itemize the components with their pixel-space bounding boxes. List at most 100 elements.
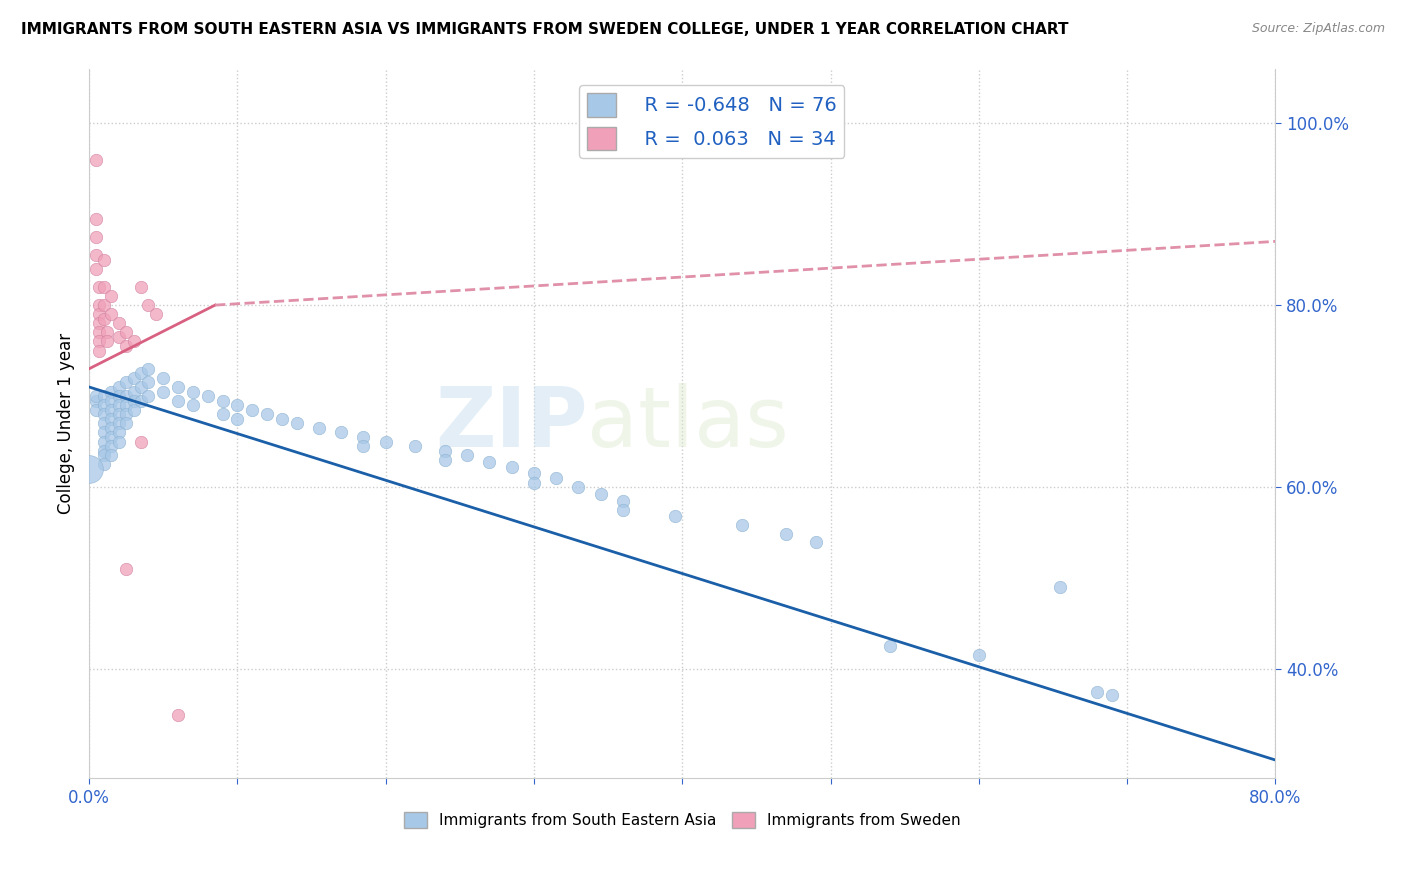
- Point: [167, 393, 190, 408]
- Point: [138, 298, 160, 312]
- Point: [86, 211, 108, 226]
- Point: [93, 407, 115, 421]
- Point: [197, 389, 219, 403]
- Point: [93, 443, 115, 458]
- Point: [115, 376, 138, 390]
- Point: [879, 640, 901, 654]
- Point: [115, 562, 138, 576]
- Point: [86, 389, 108, 403]
- Point: [107, 380, 129, 394]
- Point: [107, 389, 129, 403]
- Point: [115, 407, 138, 421]
- Point: [96, 334, 118, 349]
- Point: [256, 407, 278, 421]
- Point: [107, 316, 129, 330]
- Point: [612, 493, 634, 508]
- Point: [1101, 688, 1123, 702]
- Point: [100, 289, 122, 303]
- Point: [93, 252, 115, 267]
- Point: [93, 458, 115, 472]
- Text: IMMIGRANTS FROM SOUTH EASTERN ASIA VS IMMIGRANTS FROM SWEDEN COLLEGE, UNDER 1 YE: IMMIGRANTS FROM SOUTH EASTERN ASIA VS IM…: [21, 22, 1069, 37]
- Point: [240, 402, 263, 417]
- Point: [129, 393, 152, 408]
- Point: [86, 261, 108, 276]
- Point: [804, 534, 827, 549]
- Point: [93, 398, 115, 412]
- Point: [967, 648, 990, 663]
- Point: [107, 398, 129, 412]
- Point: [1087, 685, 1109, 699]
- Point: [122, 371, 145, 385]
- Text: atlas: atlas: [588, 383, 789, 464]
- Point: [100, 439, 122, 453]
- Point: [86, 230, 108, 244]
- Point: [93, 280, 115, 294]
- Point: [567, 480, 589, 494]
- Point: [100, 448, 122, 462]
- Legend: Immigrants from South Eastern Asia, Immigrants from Sweden: Immigrants from South Eastern Asia, Immi…: [398, 806, 966, 834]
- Point: [115, 389, 138, 403]
- Point: [107, 434, 129, 449]
- Point: [115, 417, 138, 431]
- Point: [138, 376, 160, 390]
- Point: [86, 402, 108, 417]
- Point: [404, 439, 426, 453]
- Point: [730, 518, 752, 533]
- Point: [93, 417, 115, 431]
- Point: [100, 393, 122, 408]
- Text: Source: ZipAtlas.com: Source: ZipAtlas.com: [1251, 22, 1385, 36]
- Point: [226, 412, 249, 426]
- Point: [100, 402, 122, 417]
- Point: [138, 361, 160, 376]
- Point: [89, 334, 111, 349]
- Point: [96, 326, 118, 340]
- Point: [308, 421, 330, 435]
- Point: [86, 393, 108, 408]
- Point: [501, 460, 523, 475]
- Point: [352, 430, 374, 444]
- Point: [546, 471, 568, 485]
- Point: [374, 434, 396, 449]
- Point: [93, 298, 115, 312]
- Point: [664, 509, 686, 524]
- Point: [152, 371, 174, 385]
- Point: [1049, 580, 1071, 594]
- Point: [433, 452, 456, 467]
- Point: [122, 393, 145, 408]
- Point: [122, 334, 145, 349]
- Point: [86, 153, 108, 167]
- Point: [122, 402, 145, 417]
- Point: [115, 339, 138, 353]
- Point: [478, 454, 501, 468]
- Point: [89, 280, 111, 294]
- Point: [270, 412, 292, 426]
- Point: [433, 443, 456, 458]
- Point: [285, 417, 308, 431]
- Point: [93, 448, 115, 462]
- Point: [122, 384, 145, 399]
- Point: [100, 421, 122, 435]
- Point: [167, 380, 190, 394]
- Point: [589, 487, 612, 501]
- Point: [129, 434, 152, 449]
- Point: [596, 134, 619, 148]
- Point: [226, 398, 249, 412]
- Point: [129, 280, 152, 294]
- Point: [211, 393, 233, 408]
- Point: [138, 389, 160, 403]
- Y-axis label: College, Under 1 year: College, Under 1 year: [58, 333, 75, 514]
- Point: [352, 439, 374, 453]
- Point: [89, 298, 111, 312]
- Point: [775, 527, 797, 541]
- Point: [93, 389, 115, 403]
- Point: [107, 330, 129, 344]
- Text: ZIP: ZIP: [434, 383, 588, 464]
- Point: [456, 448, 478, 462]
- Point: [211, 407, 233, 421]
- Point: [77, 462, 100, 476]
- Point: [93, 434, 115, 449]
- Point: [100, 412, 122, 426]
- Point: [89, 326, 111, 340]
- Point: [129, 380, 152, 394]
- Point: [89, 307, 111, 321]
